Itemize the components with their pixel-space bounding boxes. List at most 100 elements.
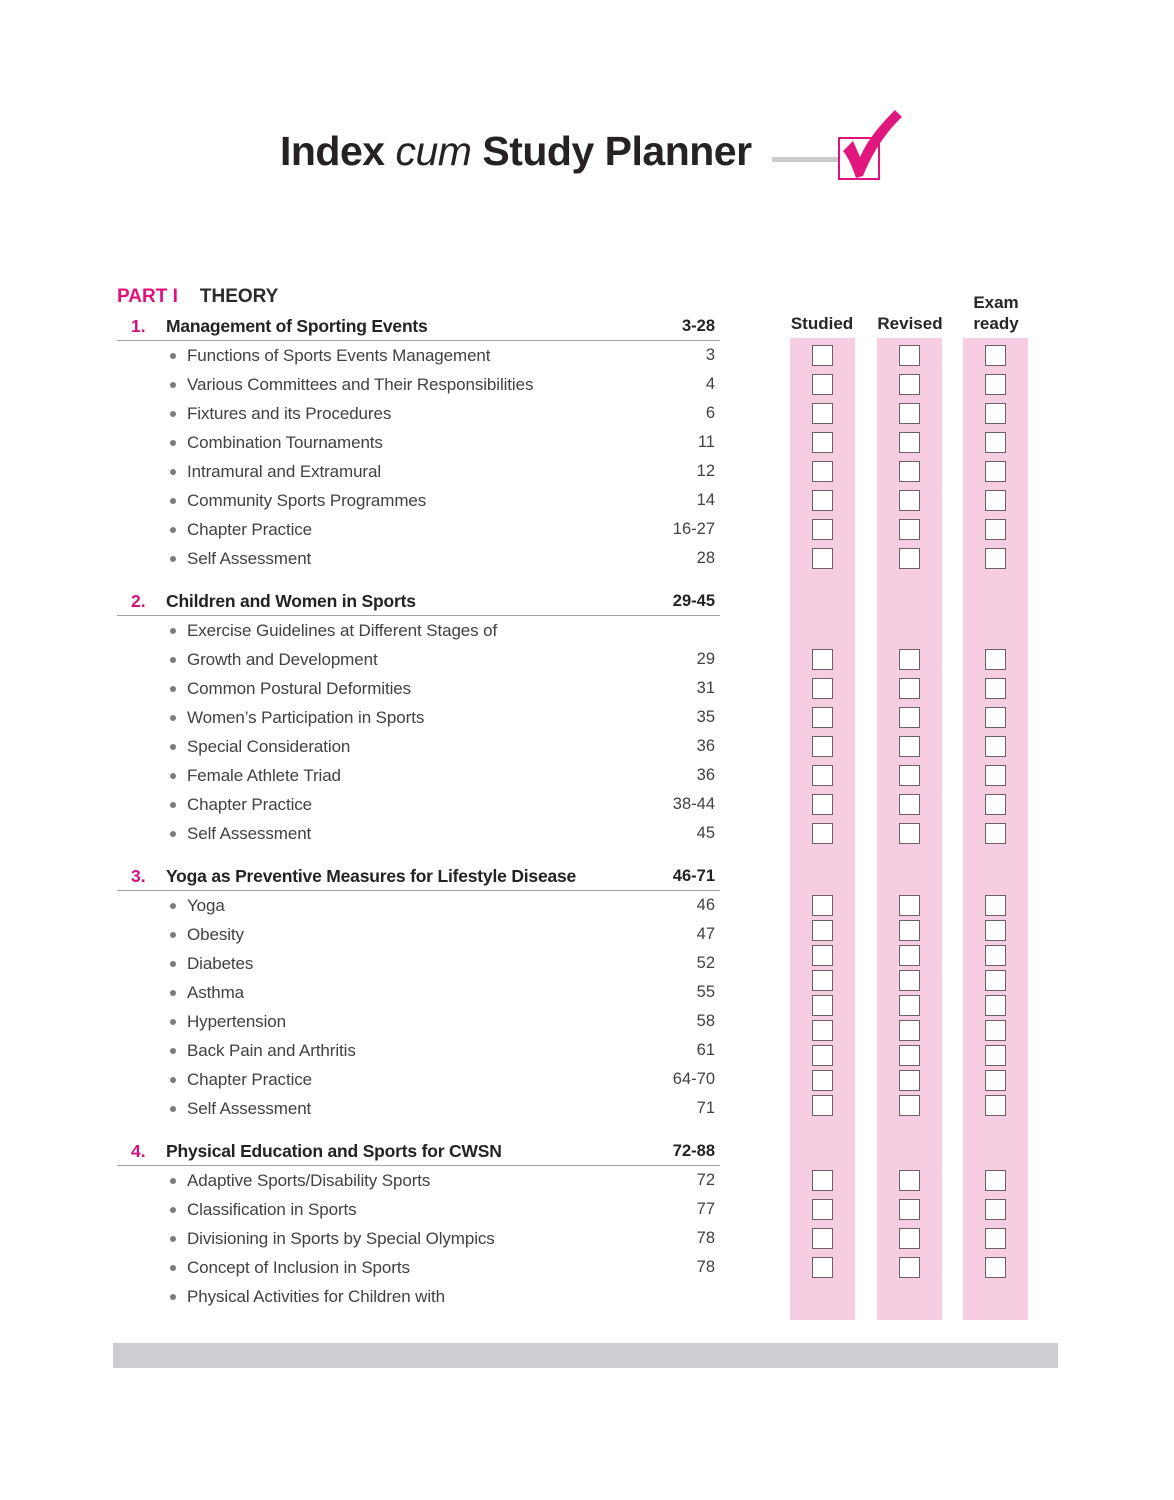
exam-ready-checkbox[interactable] — [985, 490, 1006, 511]
revised-checkbox[interactable] — [899, 345, 920, 366]
revised-checkbox[interactable] — [899, 920, 920, 941]
revised-checkbox[interactable] — [899, 945, 920, 966]
studied-checkbox[interactable] — [812, 1170, 833, 1191]
exam-ready-checkbox[interactable] — [985, 1199, 1006, 1220]
studied-checkbox[interactable] — [812, 1257, 833, 1278]
revised-checkbox[interactable] — [899, 736, 920, 757]
exam-ready-checkbox[interactable] — [985, 736, 1006, 757]
exam-ready-checkbox[interactable] — [985, 678, 1006, 699]
revised-checkbox[interactable] — [899, 1199, 920, 1220]
exam-ready-checkbox[interactable] — [985, 548, 1006, 569]
studied-checkbox[interactable] — [812, 374, 833, 395]
topic-label: Chapter Practice — [187, 1069, 313, 1089]
topic-page: 4 — [705, 375, 715, 393]
revised-checkbox[interactable] — [899, 1070, 920, 1091]
exam-ready-checkbox[interactable] — [985, 794, 1006, 815]
exam-ready-checkbox[interactable] — [985, 374, 1006, 395]
studied-checkbox[interactable] — [812, 1020, 833, 1041]
studied-checkbox[interactable] — [812, 649, 833, 670]
studied-checkbox[interactable] — [812, 461, 833, 482]
revised-checkbox[interactable] — [899, 649, 920, 670]
studied-checkbox[interactable] — [812, 403, 833, 424]
studied-checkbox[interactable] — [812, 1228, 833, 1249]
exam-ready-checkbox[interactable] — [985, 345, 1006, 366]
revised-checkbox[interactable] — [899, 374, 920, 395]
studied-checkbox[interactable] — [812, 345, 833, 366]
topic-row: Combination Tournaments 11 — [117, 428, 720, 457]
studied-checkbox[interactable] — [812, 995, 833, 1016]
revised-checkbox[interactable] — [899, 461, 920, 482]
revised-checkbox[interactable] — [899, 794, 920, 815]
exam-ready-checkbox[interactable] — [985, 920, 1006, 941]
studied-checkbox[interactable] — [812, 736, 833, 757]
studied-checkbox[interactable] — [812, 765, 833, 786]
topic-row: Physical Activities for Children with — [117, 1282, 720, 1311]
exam-ready-checkbox[interactable] — [985, 995, 1006, 1016]
bullet-icon — [170, 1076, 176, 1083]
revised-checkbox[interactable] — [899, 995, 920, 1016]
revised-checkbox[interactable] — [899, 1020, 920, 1041]
revised-checkbox[interactable] — [899, 519, 920, 540]
studied-checkbox[interactable] — [812, 920, 833, 941]
revised-checkbox[interactable] — [899, 678, 920, 699]
revised-checkbox[interactable] — [899, 823, 920, 844]
studied-checkbox[interactable] — [812, 707, 833, 728]
bullet-icon — [170, 1264, 176, 1271]
exam-ready-checkbox[interactable] — [985, 970, 1006, 991]
revised-checkbox[interactable] — [899, 403, 920, 424]
studied-checkbox[interactable] — [812, 432, 833, 453]
chapter-title: Yoga as Preventive Measures for Lifestyl… — [166, 865, 577, 886]
topic-label: Adaptive Sports/Disability Sports — [187, 1170, 431, 1190]
revised-checkbox[interactable] — [899, 707, 920, 728]
studied-checkbox[interactable] — [812, 794, 833, 815]
revised-checkbox[interactable] — [899, 1257, 920, 1278]
exam-ready-checkbox[interactable] — [985, 1095, 1006, 1116]
exam-ready-checkbox[interactable] — [985, 519, 1006, 540]
revised-checkbox[interactable] — [899, 970, 920, 991]
studied-checkbox[interactable] — [812, 970, 833, 991]
revised-checkbox[interactable] — [899, 895, 920, 916]
studied-checkbox[interactable] — [812, 519, 833, 540]
exam-ready-checkbox[interactable] — [985, 1020, 1006, 1041]
exam-ready-checkbox[interactable] — [985, 765, 1006, 786]
exam-ready-checkbox[interactable] — [985, 1070, 1006, 1091]
topic-row: Back Pain and Arthritis 61 — [117, 1036, 720, 1065]
checkmark-icon — [843, 110, 902, 178]
studied-checkbox[interactable] — [812, 1095, 833, 1116]
revised-checkbox[interactable] — [899, 548, 920, 569]
studied-checkbox[interactable] — [812, 490, 833, 511]
exam-ready-checkbox[interactable] — [985, 432, 1006, 453]
exam-ready-checkbox[interactable] — [985, 707, 1006, 728]
topic-row: Self Assessment 28 — [117, 544, 720, 573]
exam-ready-checkbox[interactable] — [985, 461, 1006, 482]
exam-ready-checkbox[interactable] — [985, 1170, 1006, 1191]
studied-checkbox[interactable] — [812, 1070, 833, 1091]
revised-checkbox[interactable] — [899, 1170, 920, 1191]
revised-checkbox[interactable] — [899, 432, 920, 453]
revised-checkbox[interactable] — [899, 490, 920, 511]
studied-checkbox[interactable] — [812, 823, 833, 844]
topic-page: 78 — [696, 1258, 715, 1276]
exam-ready-checkbox[interactable] — [985, 895, 1006, 916]
studied-checkbox[interactable] — [812, 548, 833, 569]
revised-checkbox[interactable] — [899, 1045, 920, 1066]
exam-ready-checkbox[interactable] — [985, 649, 1006, 670]
studied-checkbox[interactable] — [812, 1045, 833, 1066]
exam-ready-checkbox[interactable] — [985, 403, 1006, 424]
revised-checkbox[interactable] — [899, 1095, 920, 1116]
revised-checkbox[interactable] — [899, 1228, 920, 1249]
revised-checkbox[interactable] — [899, 765, 920, 786]
topic-page: 11 — [697, 433, 715, 451]
studied-checkbox[interactable] — [812, 1199, 833, 1220]
exam-ready-checkbox[interactable] — [985, 945, 1006, 966]
chapter-number: 4. — [131, 1140, 146, 1161]
exam-ready-checkbox[interactable] — [985, 1228, 1006, 1249]
studied-checkbox[interactable] — [812, 678, 833, 699]
topic-label: Asthma — [187, 982, 245, 1002]
topic-label: Obesity — [187, 924, 244, 944]
studied-checkbox[interactable] — [812, 945, 833, 966]
studied-checkbox[interactable] — [812, 895, 833, 916]
exam-ready-checkbox[interactable] — [985, 823, 1006, 844]
exam-ready-checkbox[interactable] — [985, 1257, 1006, 1278]
exam-ready-checkbox[interactable] — [985, 1045, 1006, 1066]
